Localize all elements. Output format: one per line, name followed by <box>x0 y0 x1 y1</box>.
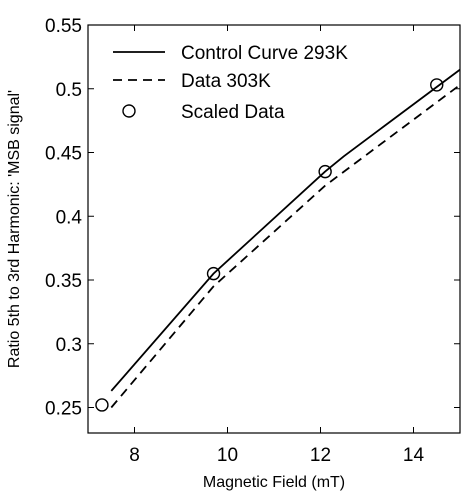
x-tick-label: 10 <box>217 445 238 466</box>
legend-label: Control Curve 293K <box>181 43 348 64</box>
x-axis-label: Magnetic Field (mT) <box>203 474 345 491</box>
y-axis-label: Ratio 5th to 3rd Harmonic: 'MSB signal' <box>6 90 23 368</box>
legend-label: Data 303K <box>181 71 271 92</box>
y-tick-label: 0.45 <box>45 144 82 165</box>
series-group <box>95 68 461 412</box>
y-tick-label: 0.3 <box>56 335 82 356</box>
legend-label: Scaled Data <box>181 102 285 123</box>
scaled-data-point <box>430 78 444 92</box>
scaled-data-point <box>206 266 221 281</box>
x-tick-label: 12 <box>310 445 331 466</box>
y-tick-label: 0.4 <box>56 207 83 228</box>
scaled-data-point <box>318 164 332 179</box>
y-axis-ticks: 0.25 0.3 0.35 0.4 0.45 0.5 0.55 <box>45 16 460 420</box>
plot-area <box>87 24 461 434</box>
y-tick-label: 0.5 <box>56 80 82 101</box>
scaled-data-point <box>95 398 109 412</box>
x-tick-label: 8 <box>129 445 140 466</box>
y-tick-label: 0.55 <box>45 16 82 37</box>
data-303k-line <box>110 84 461 409</box>
control-curve-line <box>110 68 461 392</box>
legend: Control Curve 293K Data 303K Scaled Data <box>113 43 348 123</box>
x-tick-label: 14 <box>403 445 425 466</box>
x-axis-ticks: 8 10 12 14 <box>129 25 424 466</box>
y-tick-label: 0.35 <box>45 271 82 292</box>
y-tick-label: 0.25 <box>45 399 82 420</box>
legend-marker-circle <box>122 104 136 118</box>
